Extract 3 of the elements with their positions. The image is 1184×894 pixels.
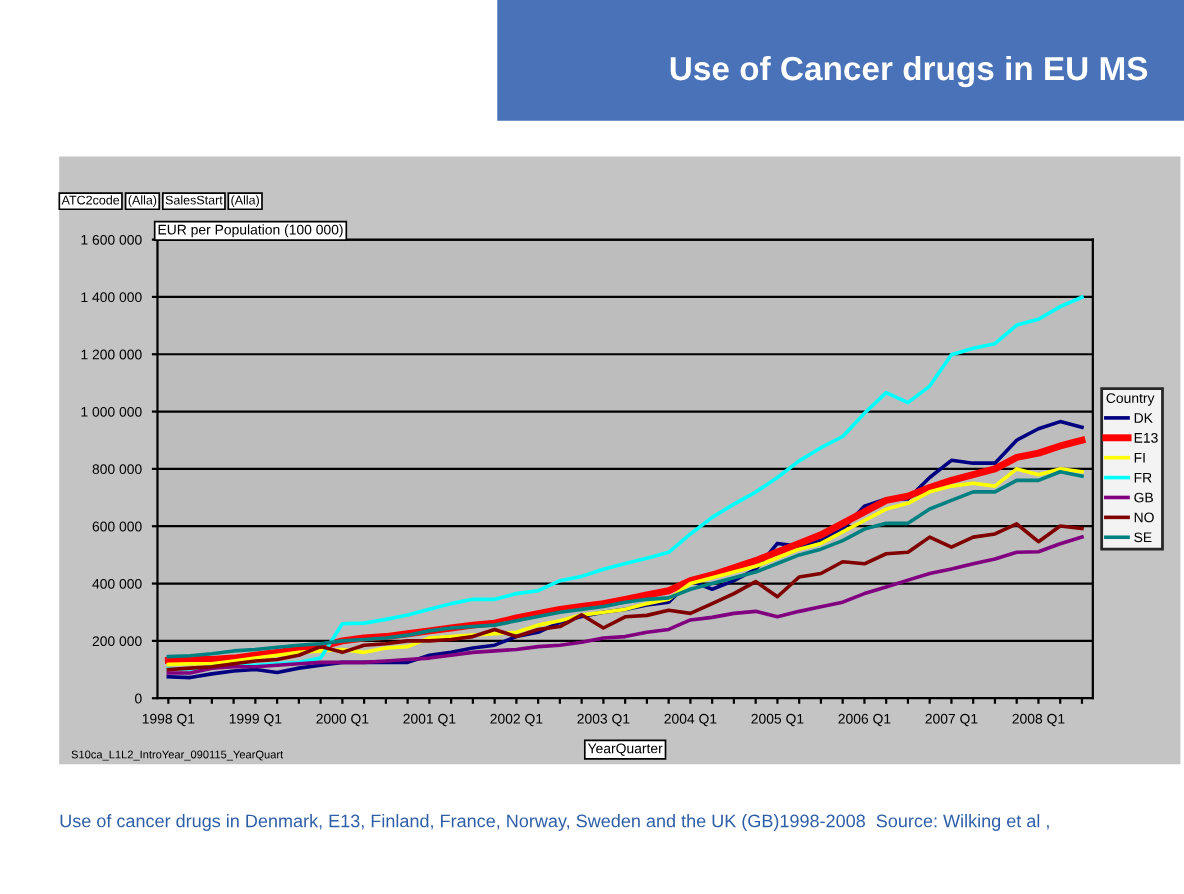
chart-title: Use of Cancer drugs in EU MS: [670, 55, 1148, 88]
line-series: [166, 295, 1084, 671]
text: Use of cancer drugs in Denmark, E13, Finland, France, Norway, Sweden and the UK (GB)1998-2008 Source: Wilking et al ,: [60, 814, 1049, 831]
